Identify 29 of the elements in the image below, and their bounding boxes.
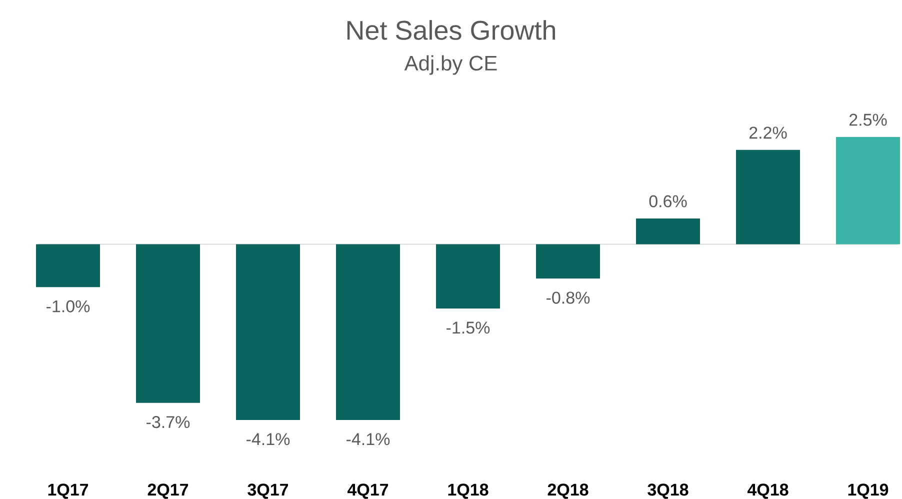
bar [136, 244, 200, 403]
data-label: 2.2% [749, 126, 787, 139]
bar [336, 244, 400, 420]
x-tick-label: 1Q19 [848, 484, 888, 499]
bar [836, 137, 900, 244]
x-tick-label: 3Q18 [648, 484, 688, 499]
x-tick-label: 2Q17 [148, 484, 188, 499]
data-label: 2.5% [849, 114, 887, 126]
bar [536, 244, 600, 278]
x-tick-label: 3Q17 [248, 484, 288, 499]
data-label: -4.1% [346, 433, 390, 446]
chart-title: Net Sales Growth [347, 20, 556, 40]
data-label: -0.8% [546, 292, 590, 304]
bar [236, 244, 300, 420]
x-tick-label: 4Q17 [347, 484, 388, 499]
bar [636, 218, 700, 244]
data-label: -4.1% [246, 433, 290, 446]
x-tick-label: 2Q18 [548, 484, 588, 499]
x-tick-label: 1Q18 [448, 484, 488, 499]
data-label: -3.7% [146, 416, 190, 428]
x-tick-label: 4Q18 [747, 484, 788, 499]
chart-subtitle: Adj.by CE [404, 55, 497, 75]
bar [36, 244, 100, 288]
bar [736, 150, 800, 244]
data-label: -1.0% [46, 300, 90, 312]
bar [436, 244, 500, 309]
data-label: -1.5% [446, 322, 490, 334]
data-label: 0.6% [649, 195, 687, 208]
x-tick-label: 1Q17 [48, 484, 88, 499]
